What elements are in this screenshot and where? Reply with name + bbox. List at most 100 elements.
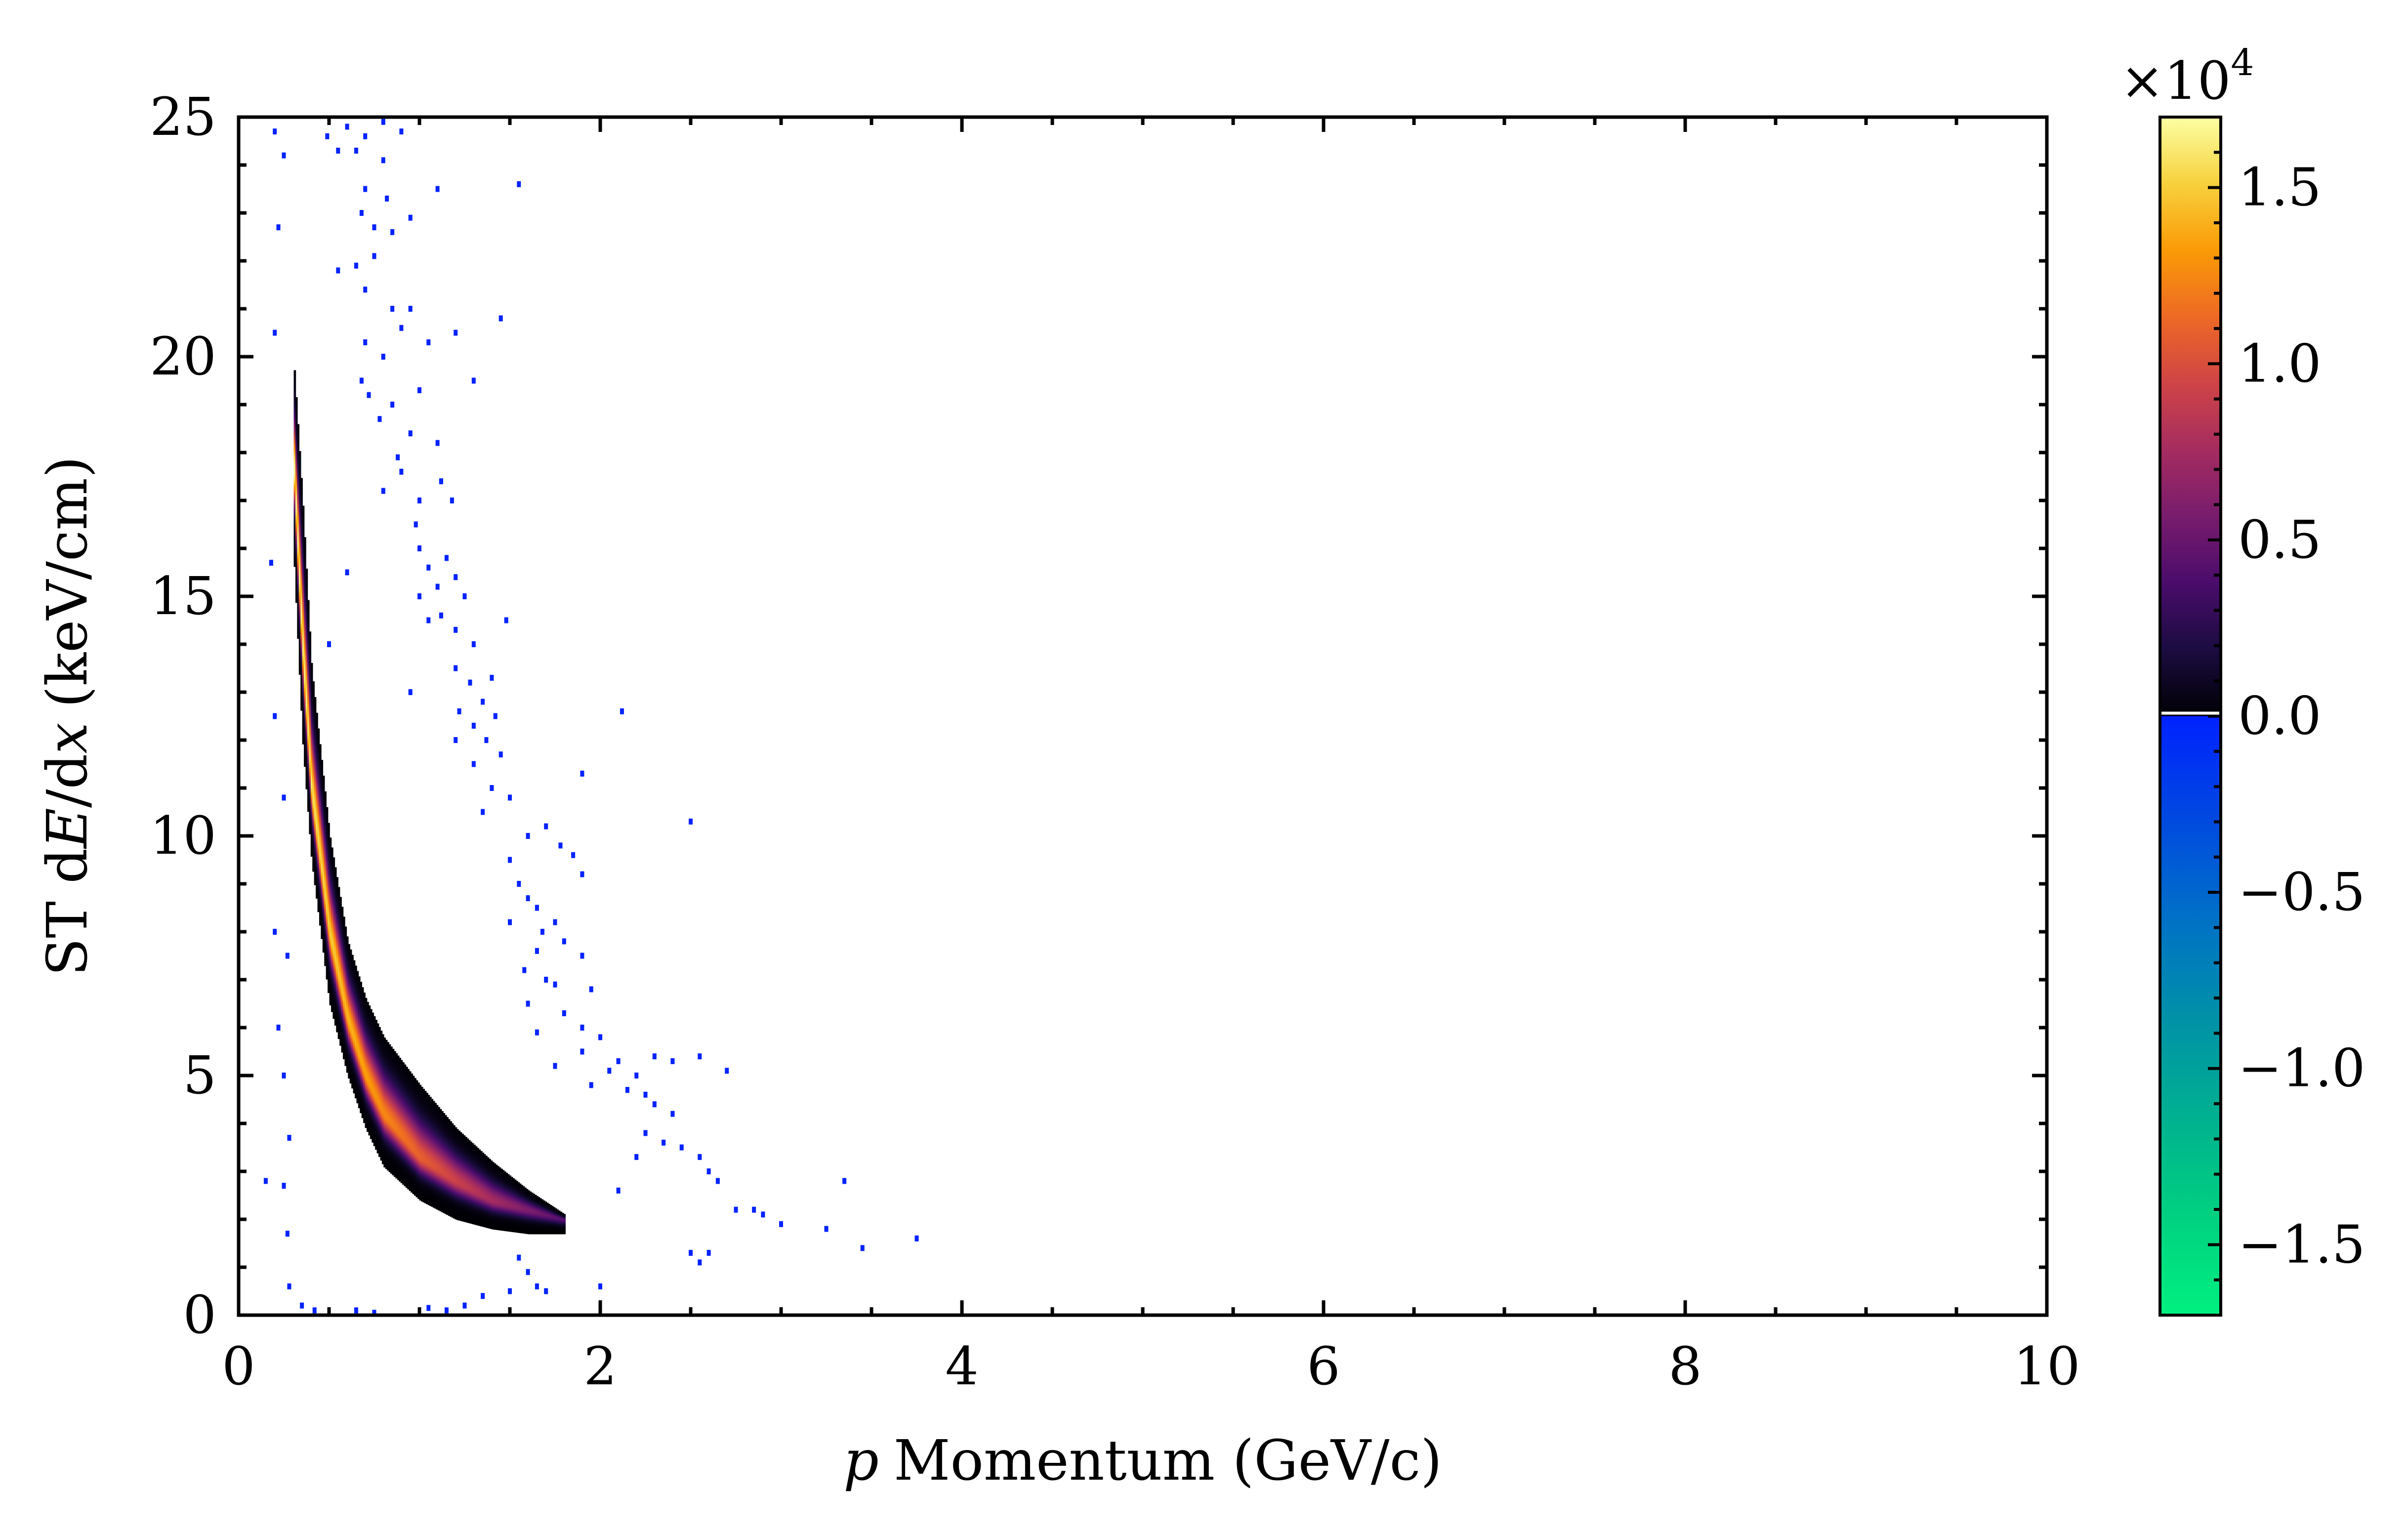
density-cell [298,483,301,486]
density-cell [300,598,303,601]
density-cell [307,688,310,691]
density-cell [300,503,303,506]
density-cell [314,755,317,757]
density-cell [293,373,296,376]
density-cell [304,760,306,763]
density-cell [312,778,315,781]
density-cell [302,642,305,645]
density-cell [314,843,317,846]
density-cell [309,767,312,770]
density-cell [302,581,305,584]
density-cell [310,768,313,771]
density-cell [314,726,317,729]
density-cell [309,734,312,737]
density-cell [297,430,300,433]
density-cell [316,852,318,855]
density-cell [298,487,301,491]
density-cell [319,750,322,753]
density-cell [304,616,306,619]
density-cell [314,802,317,805]
density-cell [300,600,303,603]
density-cell [317,888,320,891]
density-cell [310,710,313,713]
density-cell [309,675,312,678]
density-cell [304,618,306,622]
density-cell [321,919,324,921]
density-cell [314,767,317,770]
density-cell [300,581,303,584]
density-cell [309,782,312,785]
density-cell [317,868,320,871]
density-cell [305,648,308,652]
density-cell [319,894,322,896]
density-cell [312,812,315,815]
density-cell [300,657,303,661]
density-cell [300,678,303,681]
density-cell [316,869,318,872]
density-cell [297,554,300,557]
density-cell [319,746,322,748]
density-cell [317,840,320,842]
density-cell [302,681,305,684]
density-cell [319,838,322,840]
density-cell [304,739,306,742]
density-cell [293,525,296,528]
density-cell [298,498,301,500]
density-cell [319,852,322,855]
density-cell [319,749,322,751]
density-cell [319,847,322,850]
density-cell [297,621,300,623]
density-cell [314,787,317,790]
density-cell [343,916,345,919]
density-cell [310,816,313,818]
density-cell [314,719,317,722]
density-cell [298,605,301,608]
density-cell [300,687,303,690]
density-cell [317,860,320,863]
density-cell [307,759,310,762]
density-cell [293,382,296,385]
density-cell [305,737,308,740]
density-cell [310,791,313,794]
density-cell [316,763,318,766]
density-cell [310,835,313,838]
density-cell [309,659,312,662]
density-cell [305,785,308,788]
density-cell [316,807,318,810]
density-cell [314,697,317,700]
density-cell [300,577,303,580]
density-cell [309,752,312,755]
density-cell [300,625,303,628]
density-cell [304,612,306,615]
density-cell [295,576,298,579]
density-cell [310,744,313,746]
density-cell [316,766,318,769]
density-cell [316,775,318,778]
density-cell [316,827,318,830]
density-cell [305,580,308,583]
density-cell [319,890,322,893]
density-cell [310,836,313,839]
density-cell [297,626,300,629]
density-cell [298,672,301,675]
density-cell [314,871,317,873]
density-cell [293,495,296,498]
density-cell [298,530,301,533]
density-cell [307,751,310,754]
density-cell [316,857,318,860]
density-cell [317,850,320,853]
density-cell [304,745,306,748]
density-cell [295,578,298,581]
density-cell [309,714,312,717]
density-cell [307,769,310,772]
density-cell [367,1001,369,1004]
density-cell [319,834,322,837]
density-cell [295,512,298,515]
density-cell [295,509,298,512]
density-cell [293,468,296,471]
density-cell [293,406,296,409]
density-cell [314,756,317,759]
density-cell [300,478,303,481]
density-cell [316,881,318,884]
density-cell [307,644,310,647]
